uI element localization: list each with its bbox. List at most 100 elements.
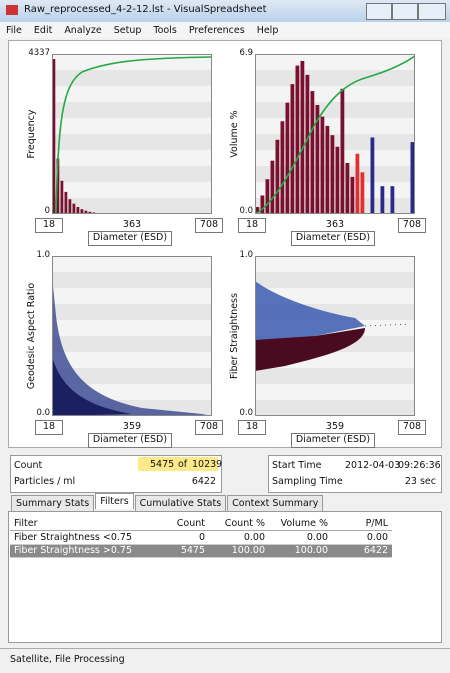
y-axis-min: 0.0 <box>239 206 253 216</box>
start-time: 09:26:36 <box>398 460 441 471</box>
tab[interactable]: Filters <box>95 493 134 509</box>
table-row[interactable] <box>10 532 392 545</box>
grid-band <box>52 320 212 336</box>
histogram-bar <box>290 84 295 214</box>
grid-band <box>52 118 212 134</box>
status-bar: Satellite, File Processing <box>0 648 450 669</box>
histogram-bar <box>275 139 280 214</box>
y-axis-label: Fiber Straightness <box>229 293 240 379</box>
grid-band <box>52 102 212 118</box>
tab[interactable]: Summary Stats <box>11 495 95 511</box>
histogram-bar <box>390 186 395 214</box>
count-field <box>138 457 218 471</box>
menu-item[interactable]: Analyze <box>64 25 102 36</box>
table-row[interactable] <box>10 545 392 558</box>
histogram-bar <box>280 121 285 214</box>
histogram-bar <box>305 74 310 214</box>
histogram-bar <box>56 158 60 214</box>
histogram-bar <box>335 146 340 214</box>
histogram-bar <box>52 59 56 214</box>
x-axis-min: 18 <box>238 218 266 233</box>
grid-band <box>52 134 212 150</box>
x-axis-mid: 363 <box>122 219 142 230</box>
histogram-bar <box>76 206 80 214</box>
histogram-bar <box>380 186 385 214</box>
column-header: Count <box>176 518 205 529</box>
x-axis-min: 18 <box>35 420 63 435</box>
histogram-bar <box>300 60 305 214</box>
menu-item[interactable]: Edit <box>33 25 53 36</box>
scatter-cloud <box>52 356 132 416</box>
histogram-bar <box>265 179 270 214</box>
plot-border <box>255 54 415 214</box>
x-axis-label: Diameter (ESD) <box>88 433 172 448</box>
histogram-bar <box>325 125 330 214</box>
grid-band <box>255 288 415 304</box>
grid-band <box>255 256 415 272</box>
grid-band <box>255 368 415 384</box>
menu-item[interactable]: File <box>6 25 22 36</box>
menu-item[interactable]: Tools <box>153 25 177 36</box>
histogram-bar <box>84 210 88 214</box>
grid-band <box>255 134 415 150</box>
y-axis-min: 0 <box>44 206 50 216</box>
x-axis-max: 708 <box>398 218 426 233</box>
start-label: Start Time <box>272 460 322 471</box>
column-header: Filter <box>14 518 38 529</box>
histogram-bar <box>330 135 335 214</box>
grid-band <box>255 182 415 198</box>
grid-band <box>255 198 415 214</box>
sampling-value: 23 sec <box>404 476 436 487</box>
grid-band <box>52 288 212 304</box>
grid-band <box>255 86 415 102</box>
minimize-button[interactable] <box>366 3 392 20</box>
maximize-button[interactable] <box>392 3 418 20</box>
y-axis-min: 0.0 <box>36 408 50 418</box>
histogram-bar <box>350 176 355 214</box>
close-button[interactable] <box>418 3 446 20</box>
grid-band <box>52 368 212 384</box>
y-axis-max: 6.9 <box>239 48 253 58</box>
plot-border <box>52 54 212 214</box>
x-axis-label: Diameter (ESD) <box>88 231 172 246</box>
x-axis-max: 708 <box>398 420 426 435</box>
histogram-bar <box>285 102 290 214</box>
grid-band <box>52 352 212 368</box>
y-axis-min: 0.0 <box>239 408 253 418</box>
grid-band <box>52 256 212 272</box>
tab[interactable]: Context Summary <box>227 495 324 511</box>
menu-item[interactable]: Help <box>256 25 279 36</box>
histogram-bar <box>355 153 360 214</box>
grid-band <box>255 54 415 70</box>
plot-area <box>255 256 415 416</box>
histogram-bar <box>370 137 375 214</box>
table-cell: 100.00 <box>231 545 265 556</box>
table-cell: 0.00 <box>366 532 388 543</box>
plot-area <box>52 54 212 214</box>
app-icon <box>6 5 18 15</box>
column-header: Count % <box>224 518 265 529</box>
y-axis-max: 1.0 <box>36 250 50 260</box>
particles-value: 6422 <box>191 476 216 487</box>
grid-band <box>52 198 212 214</box>
menu-item[interactable]: Preferences <box>188 25 245 36</box>
histogram-bar <box>320 116 325 214</box>
grid-band <box>52 150 212 166</box>
x-axis-min: 18 <box>238 420 266 435</box>
x-axis-label: Diameter (ESD) <box>291 231 375 246</box>
histogram-bar <box>295 65 300 214</box>
grid-band <box>255 400 415 416</box>
grid-band <box>255 70 415 86</box>
histogram-bar <box>410 142 415 214</box>
x-axis-mid: 359 <box>122 421 142 432</box>
histogram-bar <box>72 203 76 214</box>
grid-band <box>255 102 415 118</box>
tab[interactable]: Cumulative Stats <box>134 495 227 511</box>
table-cell: 0 <box>198 532 205 543</box>
grid-band <box>52 86 212 102</box>
menu-item[interactable]: Setup <box>113 25 142 36</box>
grid-band <box>255 166 415 182</box>
grid-band <box>52 182 212 198</box>
